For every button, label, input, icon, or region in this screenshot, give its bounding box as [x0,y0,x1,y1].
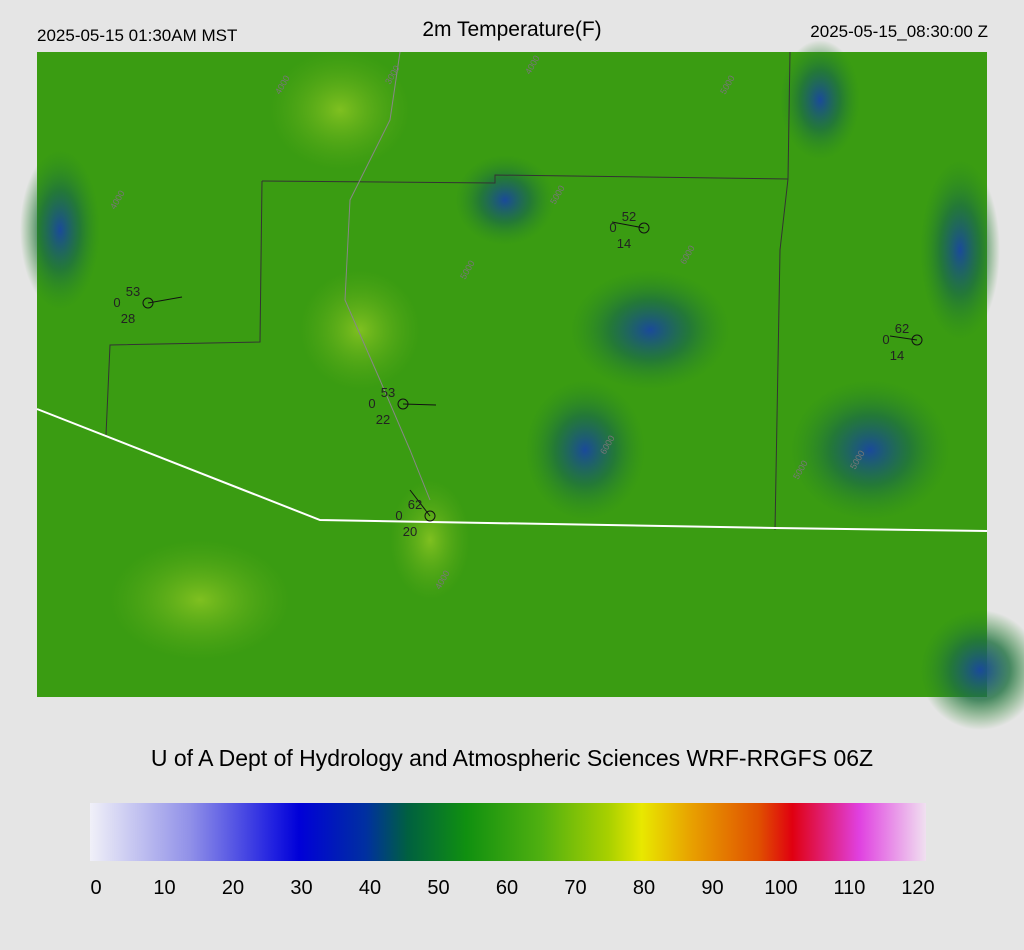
colorbar-tick-label: 80 [633,877,655,899]
cold-area [920,160,1000,340]
station-dewpoint: 14 [617,236,631,251]
warm-area [110,540,290,660]
colorbar-tick-label: 100 [764,877,797,899]
station-dewpoint: 14 [890,348,904,363]
station-circle [424,510,436,522]
cold-area [455,155,555,245]
colorbar-tick-label: 0 [90,877,101,899]
colorbar-tick-label: 60 [496,877,518,899]
station-dewpoint: 20 [403,524,417,539]
cold-area [570,270,730,390]
station-circle [911,334,923,346]
cold-area [525,380,645,520]
valid-time-local: 2025-05-15 01:30AM MST [37,26,238,45]
colorbar-tick-label: 30 [290,877,312,899]
station-circle [397,398,409,410]
valid-time-utc: 2025-05-15_08:30:00 Z [810,22,988,41]
station-circle [142,297,154,309]
station-temp: 62 [895,321,909,336]
station-code: 0 [113,295,120,310]
colorbar-tick-label: 70 [564,877,586,899]
colorbar-tick-label: 20 [222,877,244,899]
warm-area [300,270,420,390]
station-code: 0 [368,396,375,411]
warm-area [270,50,410,170]
station-dewpoint: 28 [121,311,135,326]
cold-area [920,610,1024,730]
station-circle [638,222,650,234]
county-boundary [261,51,791,184]
temperature-field [20,40,1024,730]
wind-barb [402,403,437,406]
county-boundary [105,180,263,436]
state-boundary [36,408,988,532]
station-code: 0 [395,508,402,523]
warm-area [390,480,470,600]
station-code: 0 [882,332,889,347]
station-temp: 62 [408,497,422,512]
station-dewpoint: 22 [376,412,390,427]
colorbar-tick-label: 10 [153,877,175,899]
wind-barb [147,296,183,304]
cold-area [780,40,860,160]
road [344,51,431,501]
colorbar-tick-label: 40 [359,877,381,899]
station-temp: 53 [126,284,140,299]
colorbar-tick-label: 110 [834,877,866,899]
cold-area [20,150,100,310]
cold-area [790,380,950,520]
colorbar-tick-label: 50 [427,877,449,899]
colorbar-tick-label: 120 [901,877,934,899]
station-temp: 53 [381,385,395,400]
credit: U of A Dept of Hydrology and Atmospheric… [151,745,873,771]
county-boundary [774,178,789,531]
station-temp: 52 [622,209,636,224]
map-title: 2m Temperature(F) [422,18,602,41]
colorbar-tick-label: 90 [701,877,723,899]
station-code: 0 [609,220,616,235]
colorbar [90,803,926,861]
